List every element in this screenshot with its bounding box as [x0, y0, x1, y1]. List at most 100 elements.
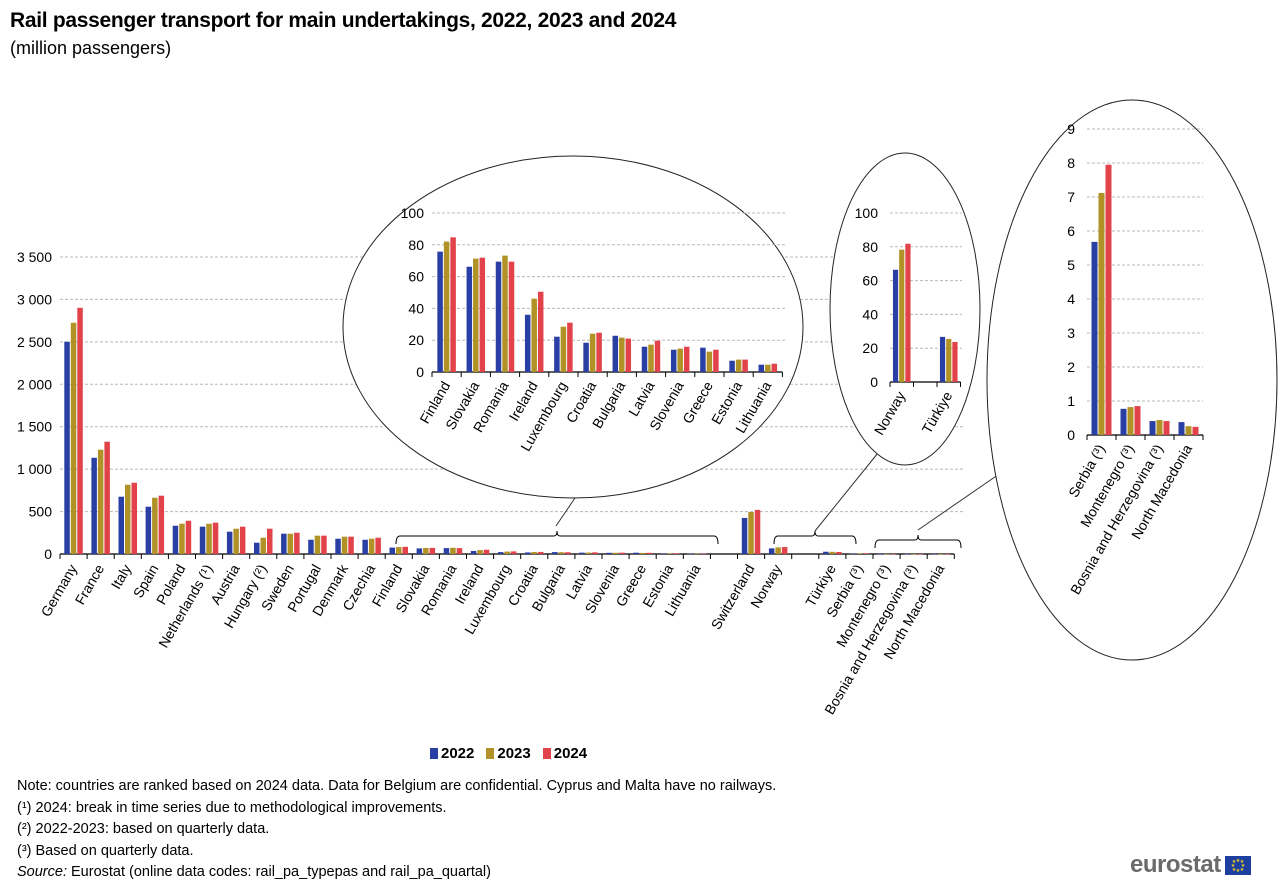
bar-2024 — [567, 322, 573, 372]
bar-2024 — [952, 341, 958, 382]
bar-2023 — [735, 359, 742, 372]
bar-2024 — [596, 332, 602, 372]
bar-2022 — [437, 251, 443, 372]
bar-2024 — [77, 307, 83, 554]
bar-2024 — [944, 553, 950, 555]
x-category-label: Italy — [108, 562, 135, 592]
bar-2024 — [917, 553, 923, 555]
bar-2022 — [583, 342, 589, 372]
y-tick-label: 20 — [862, 340, 878, 356]
bar-2024 — [212, 522, 219, 554]
bar-2023 — [1156, 420, 1163, 435]
legend-label-2023: 2023 — [497, 745, 531, 762]
y-tick-label: 100 — [855, 205, 879, 221]
bar-2023 — [589, 333, 596, 372]
y-tick-label: 40 — [862, 306, 878, 322]
bar-2023 — [443, 241, 450, 372]
bar-2023 — [748, 511, 754, 554]
bar-2023 — [70, 322, 77, 554]
bar-2023 — [502, 255, 508, 372]
bar-2024 — [456, 548, 463, 554]
bar-2023 — [341, 536, 348, 554]
logo-text: eurostat — [1130, 851, 1221, 878]
bar-2024 — [619, 552, 625, 554]
bar-2022 — [254, 542, 260, 554]
y-tick-label: 6 — [1067, 223, 1075, 239]
bar-2022 — [687, 553, 694, 555]
y-tick-label: 9 — [1067, 121, 1075, 137]
bar-2023 — [396, 547, 402, 554]
bar-2022 — [552, 552, 558, 554]
y-tick-label: 40 — [408, 300, 424, 316]
y-tick-label: 7 — [1067, 189, 1075, 205]
bar-2024 — [905, 243, 911, 382]
legend-label-2022: 2022 — [441, 745, 475, 762]
bar-2024 — [239, 526, 246, 554]
y-tick-label: 0 — [870, 374, 878, 390]
bar-2024 — [538, 551, 544, 554]
connector-western-balkans — [917, 469, 1006, 531]
source-line: Source: Eurostat (online data codes: rai… — [17, 862, 776, 884]
bar-2023 — [1185, 426, 1192, 435]
bar-2024 — [1134, 406, 1141, 435]
y-tick-label: 3 — [1067, 325, 1075, 341]
bracket-eu-small — [395, 530, 719, 545]
bar-2024 — [483, 549, 490, 554]
bar-2022 — [470, 550, 477, 554]
x-category-label: Germany — [38, 562, 81, 620]
legend: 2022 2023 2024 — [430, 745, 587, 762]
legend-swatch-2022 — [430, 748, 438, 759]
bar-2023 — [260, 537, 266, 554]
chart-title: Rail passenger transport for main undert… — [10, 9, 677, 32]
bracket-western-balkans — [874, 534, 962, 549]
bar-2024 — [321, 535, 327, 554]
bar-2022 — [892, 269, 899, 382]
bar-2024 — [1192, 426, 1199, 435]
legend-item-2024: 2024 — [542, 745, 587, 762]
y-tick-label: 20 — [408, 332, 424, 348]
chart-subtitle: (million passengers) — [10, 38, 172, 58]
bar-2024 — [654, 340, 661, 372]
bar-2023 — [287, 533, 294, 554]
bar-2023 — [125, 484, 131, 554]
bar-2022 — [495, 261, 502, 372]
y-tick-label: 100 — [401, 205, 425, 221]
y-tick-label: 2 500 — [17, 334, 52, 350]
bar-2023 — [558, 552, 565, 554]
bar-2023 — [612, 552, 619, 554]
bar-2022 — [416, 548, 423, 554]
bar-2024 — [1105, 164, 1112, 435]
bar-2022 — [308, 539, 314, 554]
bar-2022 — [877, 553, 883, 555]
bar-2024 — [131, 482, 137, 554]
note-ranking: Note: countries are ranked based on 2024… — [17, 778, 777, 794]
bar-2023 — [946, 338, 952, 382]
bar-2022 — [660, 553, 666, 554]
bar-2023 — [677, 348, 683, 372]
bar-2023 — [829, 551, 836, 554]
y-tick-label: 5 — [1067, 257, 1075, 273]
y-tick-label: 60 — [408, 269, 424, 285]
bar-2023 — [765, 364, 771, 372]
bar-2023 — [233, 528, 239, 554]
bar-2023 — [938, 553, 944, 555]
bar-2024 — [429, 547, 436, 554]
bar-2023 — [206, 523, 212, 554]
footnote-1: (¹) 2024: break in time series due to me… — [17, 799, 447, 816]
bar-2023 — [97, 449, 104, 554]
y-tick-label: 500 — [29, 504, 53, 520]
bar-2024 — [713, 349, 719, 372]
source-label: Source: — [17, 864, 67, 880]
bar-2024 — [646, 552, 652, 554]
bar-2024 — [402, 546, 408, 554]
bar-2024 — [771, 363, 778, 372]
bar-2023 — [477, 550, 483, 554]
bar-2024 — [565, 552, 571, 554]
bar-2022 — [91, 457, 97, 554]
bar-2022 — [1149, 421, 1156, 435]
bar-2024 — [673, 553, 679, 554]
footnote-2: (²) 2022-2023: based on quarterly data. — [17, 821, 270, 837]
bar-2022 — [1120, 408, 1127, 435]
bar-2022 — [145, 506, 152, 554]
bar-2024 — [1163, 421, 1170, 435]
